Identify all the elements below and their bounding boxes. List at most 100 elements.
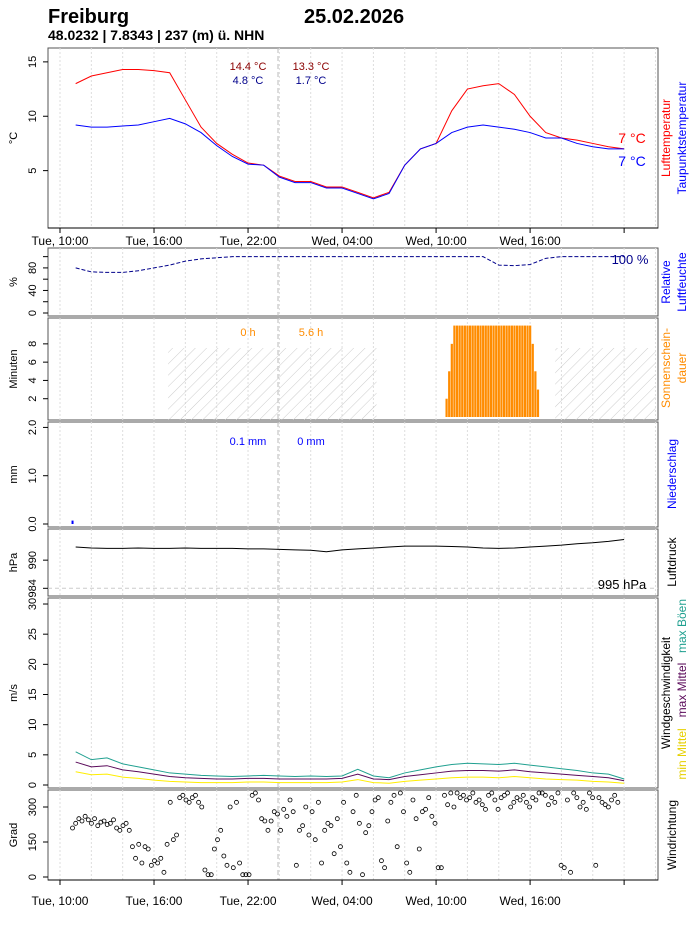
direction-point (524, 799, 529, 805)
sunshine-bar (529, 325, 532, 417)
y-tick-label: 0 (27, 310, 39, 316)
y-tick-label: 0 (27, 874, 39, 880)
sunshine-bar (450, 343, 453, 417)
direction-point (196, 799, 202, 805)
direction-point (111, 817, 116, 823)
last-humidity-label: 100 % (612, 252, 649, 267)
direction-point (104, 822, 110, 827)
direction-point (385, 818, 391, 824)
right-label-precip: Niederschlag (665, 439, 679, 509)
direction-point (420, 809, 425, 815)
direction-point (297, 827, 302, 833)
direction-point (237, 860, 242, 866)
y-axis-label: mm (8, 465, 20, 483)
sun-day2: 5.6 h (299, 327, 323, 339)
wind-line-1 (75, 761, 625, 782)
y-tick-label: 990 (27, 551, 39, 569)
direction-point (70, 825, 75, 831)
sunshine-bar (534, 371, 537, 417)
direction-point (539, 790, 545, 796)
precip-day2: 0 mm (297, 436, 325, 448)
direction-point (536, 790, 542, 796)
direction-point (615, 799, 621, 805)
direction-point (211, 846, 217, 852)
last-temp-label: 7 °C (618, 130, 645, 146)
direction-point (476, 797, 482, 803)
direction-point (593, 862, 599, 868)
sunshine-bar (518, 325, 521, 417)
direction-point (505, 790, 510, 796)
direction-point (460, 792, 466, 798)
direction-point (167, 799, 173, 805)
direction-point (467, 795, 473, 801)
x-tick-label: Wed, 04:00 (311, 894, 372, 908)
direction-point (114, 825, 120, 831)
sunshine-bar (508, 325, 511, 417)
y-tick-label: 25 (27, 628, 39, 640)
direction-point (123, 820, 129, 826)
direction-point (281, 806, 287, 812)
temperature-line (75, 68, 625, 199)
direction-point (73, 820, 79, 826)
direction-point (517, 797, 523, 803)
sunshine-bar (536, 389, 540, 417)
direction-point (429, 813, 435, 819)
direction-point (227, 804, 233, 810)
sunshine-bar (484, 325, 487, 417)
direction-point (479, 802, 485, 808)
right-label-sun1: Sonnenschein- (659, 328, 673, 408)
sunshine-bar (497, 325, 500, 417)
direction-point (186, 799, 192, 805)
location-subtitle: 48.0232 | 7.8343 | 237 (m) ü. NHN (48, 27, 265, 43)
direction-point (511, 799, 517, 805)
direction-point (136, 841, 142, 847)
direction-point (530, 795, 536, 801)
direction-point (249, 792, 255, 798)
direction-point (520, 792, 526, 798)
direction-point (158, 855, 164, 861)
sunshine-bar (500, 325, 503, 417)
direction-point (76, 816, 82, 822)
direction-point (483, 806, 488, 812)
direction-point (259, 816, 265, 822)
y-axis-label: hPa (8, 552, 20, 572)
sunshine-bar (513, 325, 516, 417)
direction-point (565, 797, 570, 803)
direction-point (133, 855, 138, 861)
direction-point (338, 844, 343, 850)
direction-point (284, 813, 290, 819)
direction-point (605, 804, 611, 810)
direction-point (155, 860, 161, 866)
direction-point (473, 799, 479, 805)
sunshine-bar (505, 325, 508, 417)
direction-point (293, 862, 299, 868)
direction-point (145, 846, 151, 852)
direction-point (542, 792, 548, 798)
panel-frame-wind (47, 597, 659, 789)
min-dew-day2: 1.7 °C (296, 75, 327, 87)
direction-point (278, 827, 283, 833)
direction-point (407, 869, 413, 875)
direction-point (117, 827, 123, 833)
direction-point (451, 804, 457, 810)
direction-point (92, 816, 98, 822)
direction-point (382, 865, 387, 871)
last-pressure-label: 995 hPa (598, 577, 647, 592)
direction-point (303, 804, 309, 810)
direction-point (442, 792, 447, 798)
last-dew-label: 7 °C (618, 153, 645, 169)
direction-point (404, 860, 410, 866)
direction-point (265, 827, 271, 833)
sunshine-bar (455, 325, 459, 417)
direction-point (388, 799, 394, 805)
wind-line-0 (75, 751, 625, 780)
direction-point (590, 795, 596, 801)
direction-point (454, 790, 460, 796)
direction-point (609, 797, 614, 803)
direction-point (344, 860, 350, 866)
direction-point (107, 820, 113, 826)
direction-point (306, 832, 312, 838)
direction-point (546, 802, 551, 808)
y-axis-label: °C (8, 132, 20, 144)
station-title: Freiburg (48, 6, 130, 28)
